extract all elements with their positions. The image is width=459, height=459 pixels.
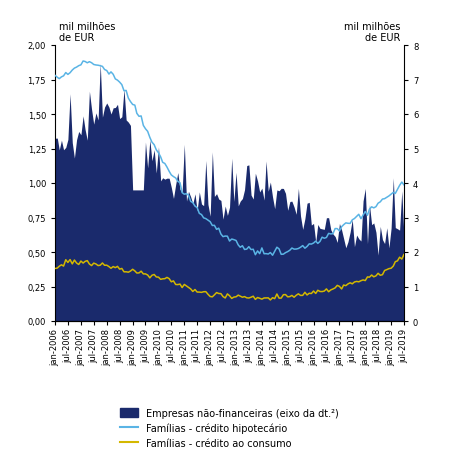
Text: mil milhões
de EUR: mil milhões de EUR xyxy=(59,22,115,43)
Legend: Empresas não-financeiras (eixo da dt.²), Famílias - crédito hipotecário, Família: Empresas não-financeiras (eixo da dt.²),… xyxy=(117,404,342,452)
Text: mil milhões
de EUR: mil milhões de EUR xyxy=(344,22,400,43)
